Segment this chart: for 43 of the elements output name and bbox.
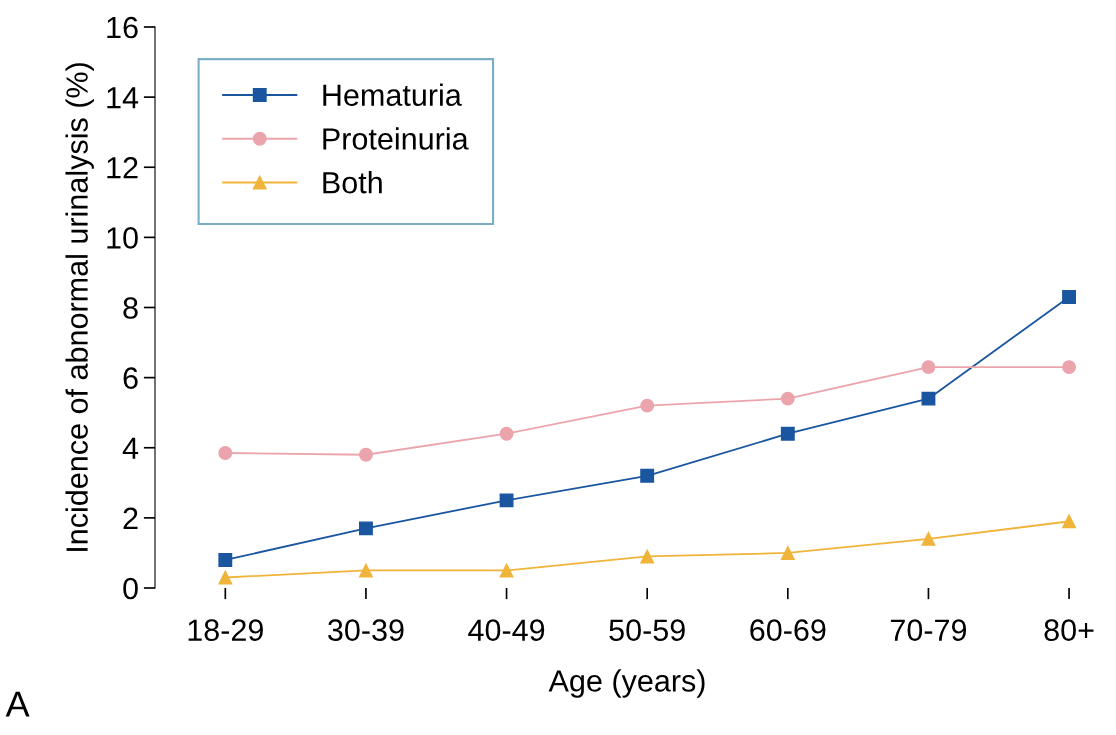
y-tick-label: 8 — [123, 297, 138, 319]
point — [921, 391, 936, 406]
point — [218, 553, 233, 567]
point — [218, 446, 233, 460]
point — [921, 531, 936, 546]
point — [1062, 360, 1077, 375]
point — [780, 426, 795, 441]
text: A — [5, 691, 30, 717]
point — [640, 549, 655, 564]
x-tick-label: 30-39 — [328, 619, 404, 641]
point — [640, 398, 655, 413]
point — [358, 521, 373, 536]
x-axis-title: Age (years) — [548, 669, 705, 698]
x-tick-label: 18-29 — [188, 619, 263, 641]
x-tick-label: 80+ — [1044, 619, 1094, 641]
y-tick-label: 2 — [123, 507, 138, 529]
point — [780, 545, 795, 560]
x-tick-label: 70-79 — [890, 619, 967, 641]
point — [358, 563, 373, 578]
point — [499, 426, 514, 441]
point — [358, 447, 373, 462]
legend-label: Both — [323, 171, 382, 194]
legend-label: Proteinuria — [323, 127, 469, 150]
point — [218, 570, 233, 585]
y-axis-title: Incidence of abnormal urinalysis (%) — [65, 63, 94, 551]
point — [1062, 514, 1077, 529]
point — [921, 360, 936, 375]
point — [640, 468, 655, 483]
x-tick-label: 50-59 — [609, 619, 685, 641]
y-tick-label: 12 — [107, 156, 138, 179]
legend-label: Hematuria — [323, 83, 462, 106]
y-tick-label: 10 — [107, 227, 138, 249]
point — [780, 391, 795, 406]
point — [1062, 290, 1077, 304]
y-tick-label: 6 — [123, 367, 138, 389]
point — [499, 493, 514, 508]
x-tick-label: 40-49 — [468, 619, 545, 641]
y-tick-label: 14 — [107, 87, 139, 109]
point — [499, 563, 514, 578]
y-tick-label: 0 — [123, 577, 138, 600]
y-tick-label: 16 — [107, 16, 138, 39]
x-tick-label: 60-69 — [750, 619, 826, 641]
y-tick-label: 4 — [122, 437, 139, 459]
